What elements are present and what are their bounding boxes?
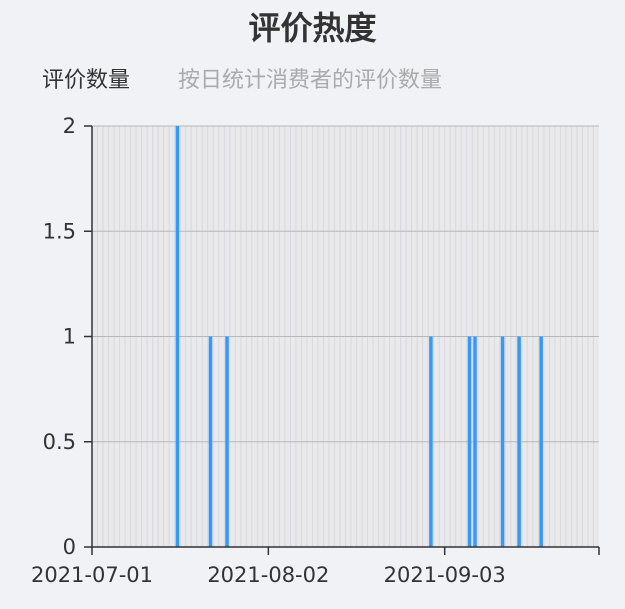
- y-axis-labels: 0 0.5 1 1.5 2: [43, 114, 76, 559]
- x-tick-label: 2021-07-01: [31, 563, 153, 587]
- axes-group: [84, 125, 600, 555]
- chart-subtitle: 按日统计消费者的评价数量: [178, 68, 443, 93]
- y-tick-label: 1.5: [43, 219, 76, 243]
- chart-title: 评价热度: [248, 9, 377, 47]
- bar: [225, 336, 229, 547]
- bar: [208, 336, 213, 547]
- x-tick-label: 2021-08-02: [207, 563, 329, 587]
- y-tick-label: 1: [63, 325, 76, 349]
- bar: [429, 336, 433, 547]
- bar: [175, 126, 180, 547]
- legend-series-label[interactable]: 评价数量: [42, 68, 131, 93]
- bar: [517, 336, 521, 547]
- x-tick-label: 2021-09-03: [384, 563, 506, 587]
- bar: [473, 336, 477, 547]
- y-tick-label: 0: [63, 535, 76, 559]
- bar: [500, 336, 505, 547]
- bar: [539, 336, 543, 547]
- bars-group: [175, 126, 543, 547]
- x-axis-labels: 2021-07-01 2021-08-02 2021-09-03: [31, 563, 506, 587]
- bar: [467, 336, 472, 547]
- y-tick-label: 2: [63, 114, 76, 138]
- y-tick-label: 0.5: [43, 430, 76, 454]
